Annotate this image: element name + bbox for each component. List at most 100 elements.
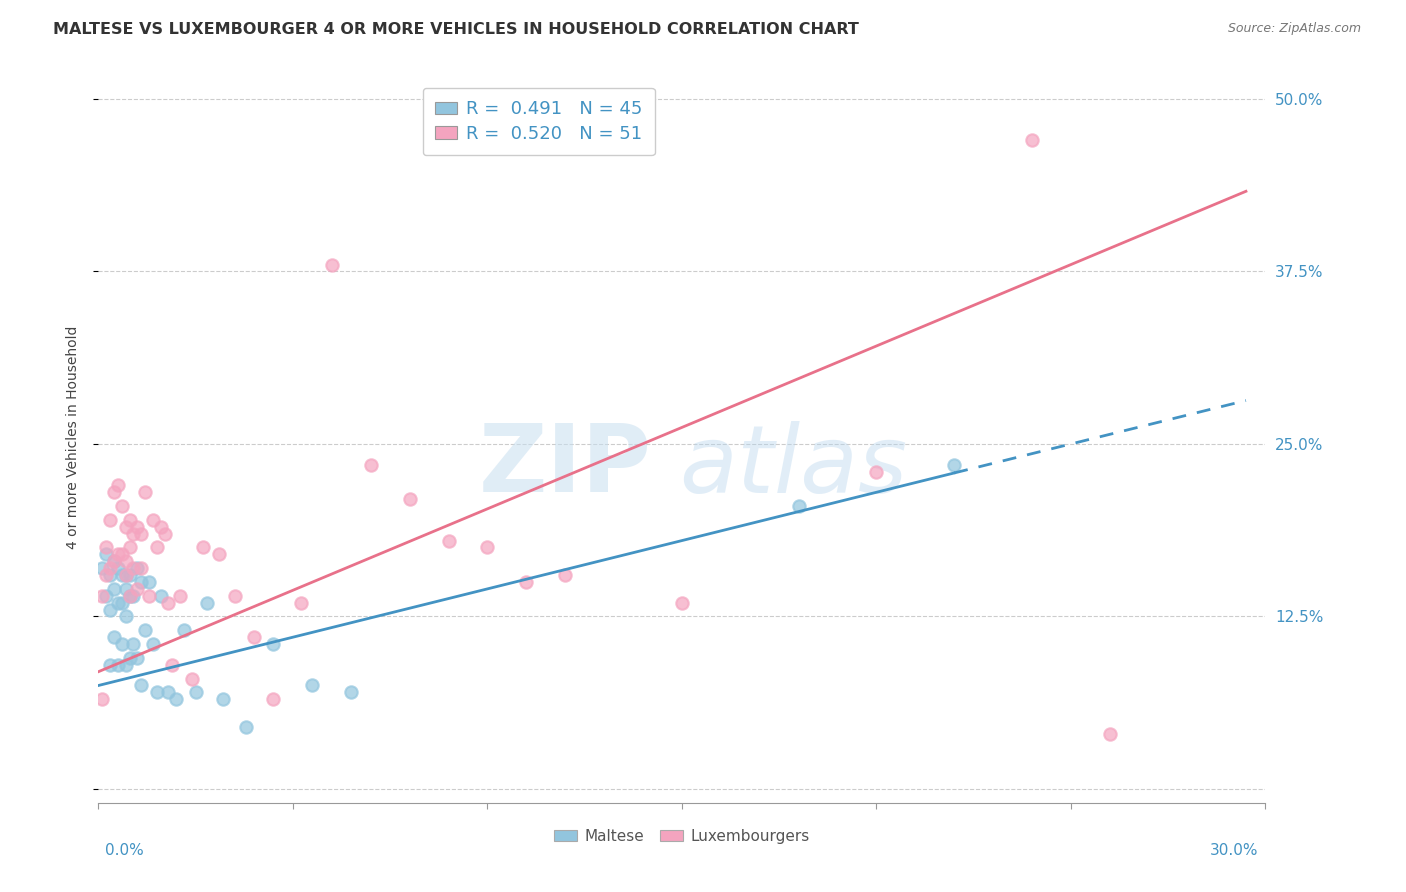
Point bbox=[96, 589, 118, 603]
Point bbox=[107, 657, 129, 672]
Point bbox=[138, 589, 160, 603]
Point bbox=[114, 582, 136, 596]
Point bbox=[122, 589, 145, 603]
Point bbox=[114, 609, 136, 624]
Point bbox=[98, 568, 121, 582]
Point bbox=[98, 657, 121, 672]
Point bbox=[184, 685, 207, 699]
Point bbox=[301, 678, 323, 692]
Point bbox=[103, 582, 125, 596]
Point bbox=[1098, 727, 1121, 741]
Text: MALTESE VS LUXEMBOURGER 4 OR MORE VEHICLES IN HOUSEHOLD CORRELATION CHART: MALTESE VS LUXEMBOURGER 4 OR MORE VEHICL… bbox=[53, 22, 859, 37]
Point bbox=[515, 574, 537, 589]
Point bbox=[111, 499, 134, 513]
Point bbox=[118, 568, 141, 582]
Point bbox=[107, 548, 129, 562]
Point bbox=[114, 568, 136, 582]
Point bbox=[96, 541, 118, 555]
Point bbox=[103, 485, 125, 500]
Point bbox=[153, 526, 176, 541]
Point bbox=[340, 685, 363, 699]
Point bbox=[262, 692, 284, 706]
Point bbox=[107, 596, 129, 610]
Point bbox=[91, 561, 114, 575]
Point bbox=[98, 513, 121, 527]
Point bbox=[103, 630, 125, 644]
Point bbox=[290, 596, 312, 610]
Point bbox=[165, 692, 187, 706]
Point bbox=[107, 478, 129, 492]
Point bbox=[118, 589, 141, 603]
Point bbox=[103, 554, 125, 568]
Point bbox=[157, 596, 180, 610]
Point bbox=[127, 582, 149, 596]
Point bbox=[114, 657, 136, 672]
Point bbox=[173, 624, 195, 638]
Point bbox=[321, 258, 343, 272]
Point bbox=[787, 499, 810, 513]
Point bbox=[162, 657, 184, 672]
Point bbox=[111, 568, 134, 582]
Point bbox=[943, 458, 966, 472]
Point bbox=[118, 541, 141, 555]
Point bbox=[243, 630, 266, 644]
Point bbox=[398, 492, 420, 507]
Point bbox=[138, 574, 160, 589]
Point bbox=[224, 589, 246, 603]
Point bbox=[122, 637, 145, 651]
Point bbox=[129, 678, 152, 692]
Point bbox=[114, 520, 136, 534]
Point bbox=[118, 513, 141, 527]
Point bbox=[91, 692, 114, 706]
Point bbox=[122, 526, 145, 541]
Y-axis label: 4 or more Vehicles in Household: 4 or more Vehicles in Household bbox=[66, 326, 80, 549]
Point bbox=[134, 624, 156, 638]
Point bbox=[146, 685, 169, 699]
Point bbox=[96, 548, 118, 562]
Point bbox=[437, 533, 460, 548]
Point bbox=[134, 485, 156, 500]
Point bbox=[149, 520, 172, 534]
Point bbox=[129, 526, 152, 541]
Point bbox=[142, 637, 165, 651]
Text: Source: ZipAtlas.com: Source: ZipAtlas.com bbox=[1227, 22, 1361, 36]
Point bbox=[235, 720, 257, 734]
Point bbox=[122, 561, 145, 575]
Point bbox=[865, 465, 887, 479]
Text: ZIP: ZIP bbox=[479, 420, 651, 512]
Point bbox=[103, 554, 125, 568]
Text: atlas: atlas bbox=[679, 421, 907, 512]
Point bbox=[554, 568, 576, 582]
Text: 30.0%: 30.0% bbox=[1211, 843, 1258, 858]
Point bbox=[180, 672, 202, 686]
Point bbox=[111, 596, 134, 610]
Point bbox=[114, 554, 136, 568]
Point bbox=[118, 589, 141, 603]
Point bbox=[146, 541, 169, 555]
Point bbox=[208, 548, 231, 562]
Point bbox=[157, 685, 180, 699]
Point bbox=[98, 561, 121, 575]
Point bbox=[1021, 133, 1043, 147]
Point bbox=[195, 596, 218, 610]
Point bbox=[129, 574, 152, 589]
Point bbox=[114, 568, 136, 582]
Point bbox=[118, 651, 141, 665]
Point bbox=[111, 548, 134, 562]
Point bbox=[107, 561, 129, 575]
Point bbox=[96, 568, 118, 582]
Point bbox=[169, 589, 191, 603]
Point bbox=[98, 602, 121, 616]
Point bbox=[142, 513, 165, 527]
Point bbox=[212, 692, 235, 706]
Point bbox=[127, 520, 149, 534]
Text: 0.0%: 0.0% bbox=[105, 843, 145, 858]
Point bbox=[149, 589, 172, 603]
Point bbox=[360, 458, 382, 472]
Point bbox=[91, 589, 114, 603]
Point bbox=[129, 561, 152, 575]
Point bbox=[671, 596, 693, 610]
Point bbox=[127, 651, 149, 665]
Point bbox=[477, 541, 499, 555]
Point bbox=[193, 541, 215, 555]
